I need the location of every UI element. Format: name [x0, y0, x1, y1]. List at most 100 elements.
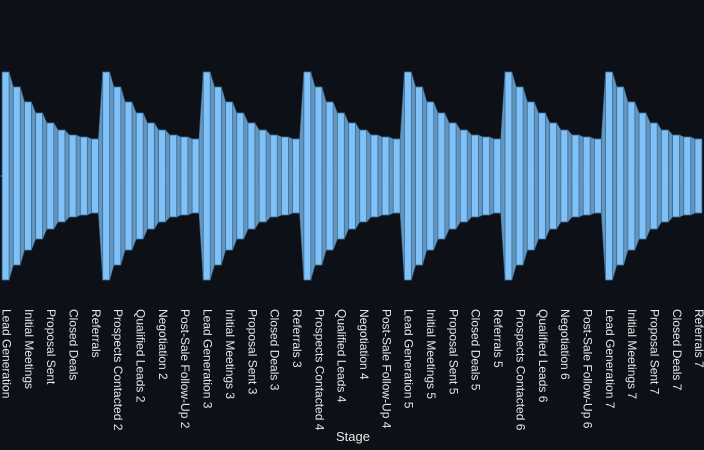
funnel-bar: [12, 86, 21, 266]
x-tick-label: Qualified Leads 6: [536, 309, 550, 403]
funnel-bar: [426, 101, 435, 251]
funnel-bar: [359, 129, 368, 223]
connector: [355, 121, 361, 231]
funnel-bar: [348, 122, 356, 230]
x-tick-label: Post-Sale Follow-Up 6: [580, 309, 594, 429]
connector: [64, 129, 70, 223]
funnel-bar: [202, 71, 211, 281]
funnel-bar: [102, 71, 111, 281]
x-tick-label: Qualified Leads 2: [134, 309, 148, 403]
funnel-bar: [560, 129, 569, 223]
funnel-bar: [370, 134, 379, 218]
funnel-bar: [672, 134, 680, 218]
funnel-bar: [247, 122, 256, 230]
funnel-bar: [538, 112, 546, 240]
funnel-bar: [158, 129, 166, 223]
funnel-bar: [549, 122, 558, 230]
funnel-bar: [124, 101, 133, 251]
funnel-bar: [392, 138, 401, 214]
funnel-bar: [236, 112, 245, 240]
connector: [377, 134, 383, 218]
x-tick-label: Post-Sale Follow-Up 4: [379, 309, 393, 429]
funnel-bar: [169, 134, 178, 218]
funnel-bar: [24, 101, 32, 251]
x-tick-label: Lead Generation 3: [201, 309, 215, 409]
connector: [154, 121, 159, 231]
connector: [411, 71, 416, 281]
funnel-bar: [526, 101, 535, 251]
connector: [243, 112, 249, 240]
connector: [209, 71, 215, 281]
funnel-bar: [448, 122, 457, 230]
connector: [8, 71, 14, 281]
connector: [142, 112, 148, 240]
connector: [690, 136, 696, 216]
funnel-bar: [459, 129, 468, 223]
connector: [165, 129, 171, 223]
funnel-bar: [381, 136, 390, 216]
x-tick-label: Closed Deals 7: [670, 309, 684, 391]
connector: [422, 86, 428, 266]
connector: [42, 112, 48, 240]
connector: [634, 101, 640, 251]
connector: [276, 134, 282, 218]
connector: [53, 121, 59, 231]
x-tick-label: Referrals 3: [290, 309, 304, 368]
connector: [444, 112, 450, 240]
connector: [466, 129, 472, 223]
connector: [232, 101, 238, 251]
connector: [265, 129, 271, 223]
connector: [310, 71, 316, 281]
x-tick-label: Initial Meetings 3: [223, 309, 237, 399]
connector: [86, 136, 92, 216]
funnel-bar: [68, 134, 77, 218]
funnel-bar: [515, 86, 524, 266]
connector: [556, 121, 562, 231]
funnel-bar: [46, 122, 55, 230]
x-tick-label: Post-Sale Follow-Up 2: [178, 309, 192, 429]
connector: [668, 129, 673, 223]
funnel-bar: [627, 101, 636, 251]
funnel-bar: [694, 138, 703, 214]
x-tick-label: Negotiation 6: [558, 309, 572, 380]
funnel-bar: [661, 129, 669, 223]
connector: [321, 86, 327, 266]
connector: [31, 101, 36, 251]
x-tick-label: Initial Meetings: [22, 309, 36, 389]
connector: [589, 136, 595, 216]
funnel-bar: [593, 138, 602, 214]
x-tick-label: Initial Meetings 7: [625, 309, 639, 399]
funnel-bar: [571, 134, 580, 218]
connector: [221, 86, 226, 266]
connector: [343, 112, 349, 240]
connector: [679, 134, 685, 218]
funnel-bar: [504, 71, 513, 281]
x-tick-label: Prospects Contacted 4: [312, 309, 326, 431]
x-tick-label: Proposal Sent 3: [245, 309, 259, 395]
funnel-bar: [57, 129, 66, 223]
funnel-bar: [649, 122, 658, 230]
connector: [478, 134, 483, 218]
connector: [623, 86, 629, 266]
connector: [254, 121, 260, 231]
connector: [131, 101, 137, 251]
funnel-bar: [146, 122, 155, 230]
x-tick-label: Prospects Contacted 6: [513, 309, 527, 431]
funnel-bar: [303, 71, 312, 281]
connector: [455, 121, 461, 231]
funnel-bar: [638, 112, 647, 240]
connector: [75, 134, 81, 218]
connector: [366, 129, 372, 223]
connector: [578, 134, 584, 218]
funnel-bar: [1, 71, 10, 281]
funnel-bar: [437, 112, 446, 240]
x-tick-label: Referrals: [89, 309, 103, 358]
funnel-bar: [79, 136, 88, 216]
funnel-bar: [605, 71, 613, 281]
connector: [522, 86, 528, 266]
connector: [656, 121, 662, 231]
funnel-bar: [415, 86, 423, 266]
connector: [612, 71, 618, 281]
funnel-bar: [482, 136, 490, 216]
